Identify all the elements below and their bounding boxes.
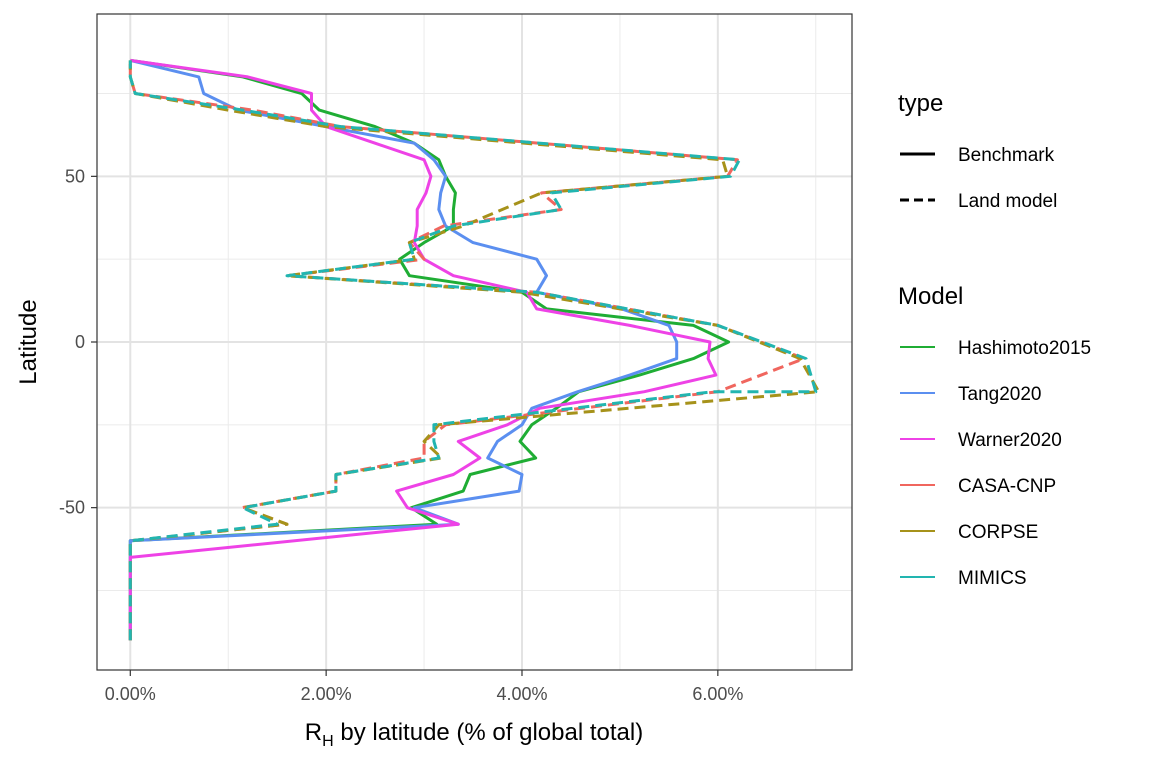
x-tick-label: 6.00% <box>692 684 743 704</box>
legend-label-warner2020: Warner2020 <box>958 430 1062 451</box>
series-layer <box>128 58 821 641</box>
y-tick-label: -50 <box>59 498 85 518</box>
legend-label-tang2020: Tang2020 <box>958 384 1041 405</box>
legend-label-benchmark: Benchmark <box>958 145 1055 166</box>
legend-model-title: Model <box>898 283 963 310</box>
x-tick-label: 4.00% <box>496 684 547 704</box>
x-axis-title-main: R <box>305 719 322 746</box>
x-axis-title-subscript: H <box>322 733 334 750</box>
x-tick-label: 2.00% <box>301 684 352 704</box>
model-legend: Hashimoto2015 Tang2020 Warner2020 CASA-CNP C… <box>900 338 1091 589</box>
ticks-layer: 0.00% 2.00% 4.00% 6.00% -50 0 50 <box>59 166 743 704</box>
type-legend: Benchmark Land model <box>900 145 1057 212</box>
series-line-tang2020 <box>128 58 679 641</box>
y-tick-label: 0 <box>75 332 85 352</box>
legend-label-casa-cnp: CASA-CNP <box>958 476 1056 497</box>
legend-type-title: type <box>898 90 943 117</box>
y-axis-title: Latitude <box>15 299 42 384</box>
x-tick-label: 0.00% <box>105 684 156 704</box>
legend-label-hashimoto2015: Hashimoto2015 <box>958 338 1091 359</box>
legend-label-mimics: MIMICS <box>958 568 1027 589</box>
grid-layer <box>97 14 852 670</box>
x-axis-title: RH by latitude (% of global total) <box>305 719 643 750</box>
x-axis-title-rest: by latitude (% of global total) <box>334 719 644 746</box>
legend-label-land-model: Land model <box>958 191 1057 212</box>
legend-label-corpse: CORPSE <box>958 522 1038 543</box>
series-line-mimics <box>128 60 818 641</box>
series-line-warner2020 <box>128 58 718 641</box>
y-tick-label: 50 <box>65 166 85 186</box>
